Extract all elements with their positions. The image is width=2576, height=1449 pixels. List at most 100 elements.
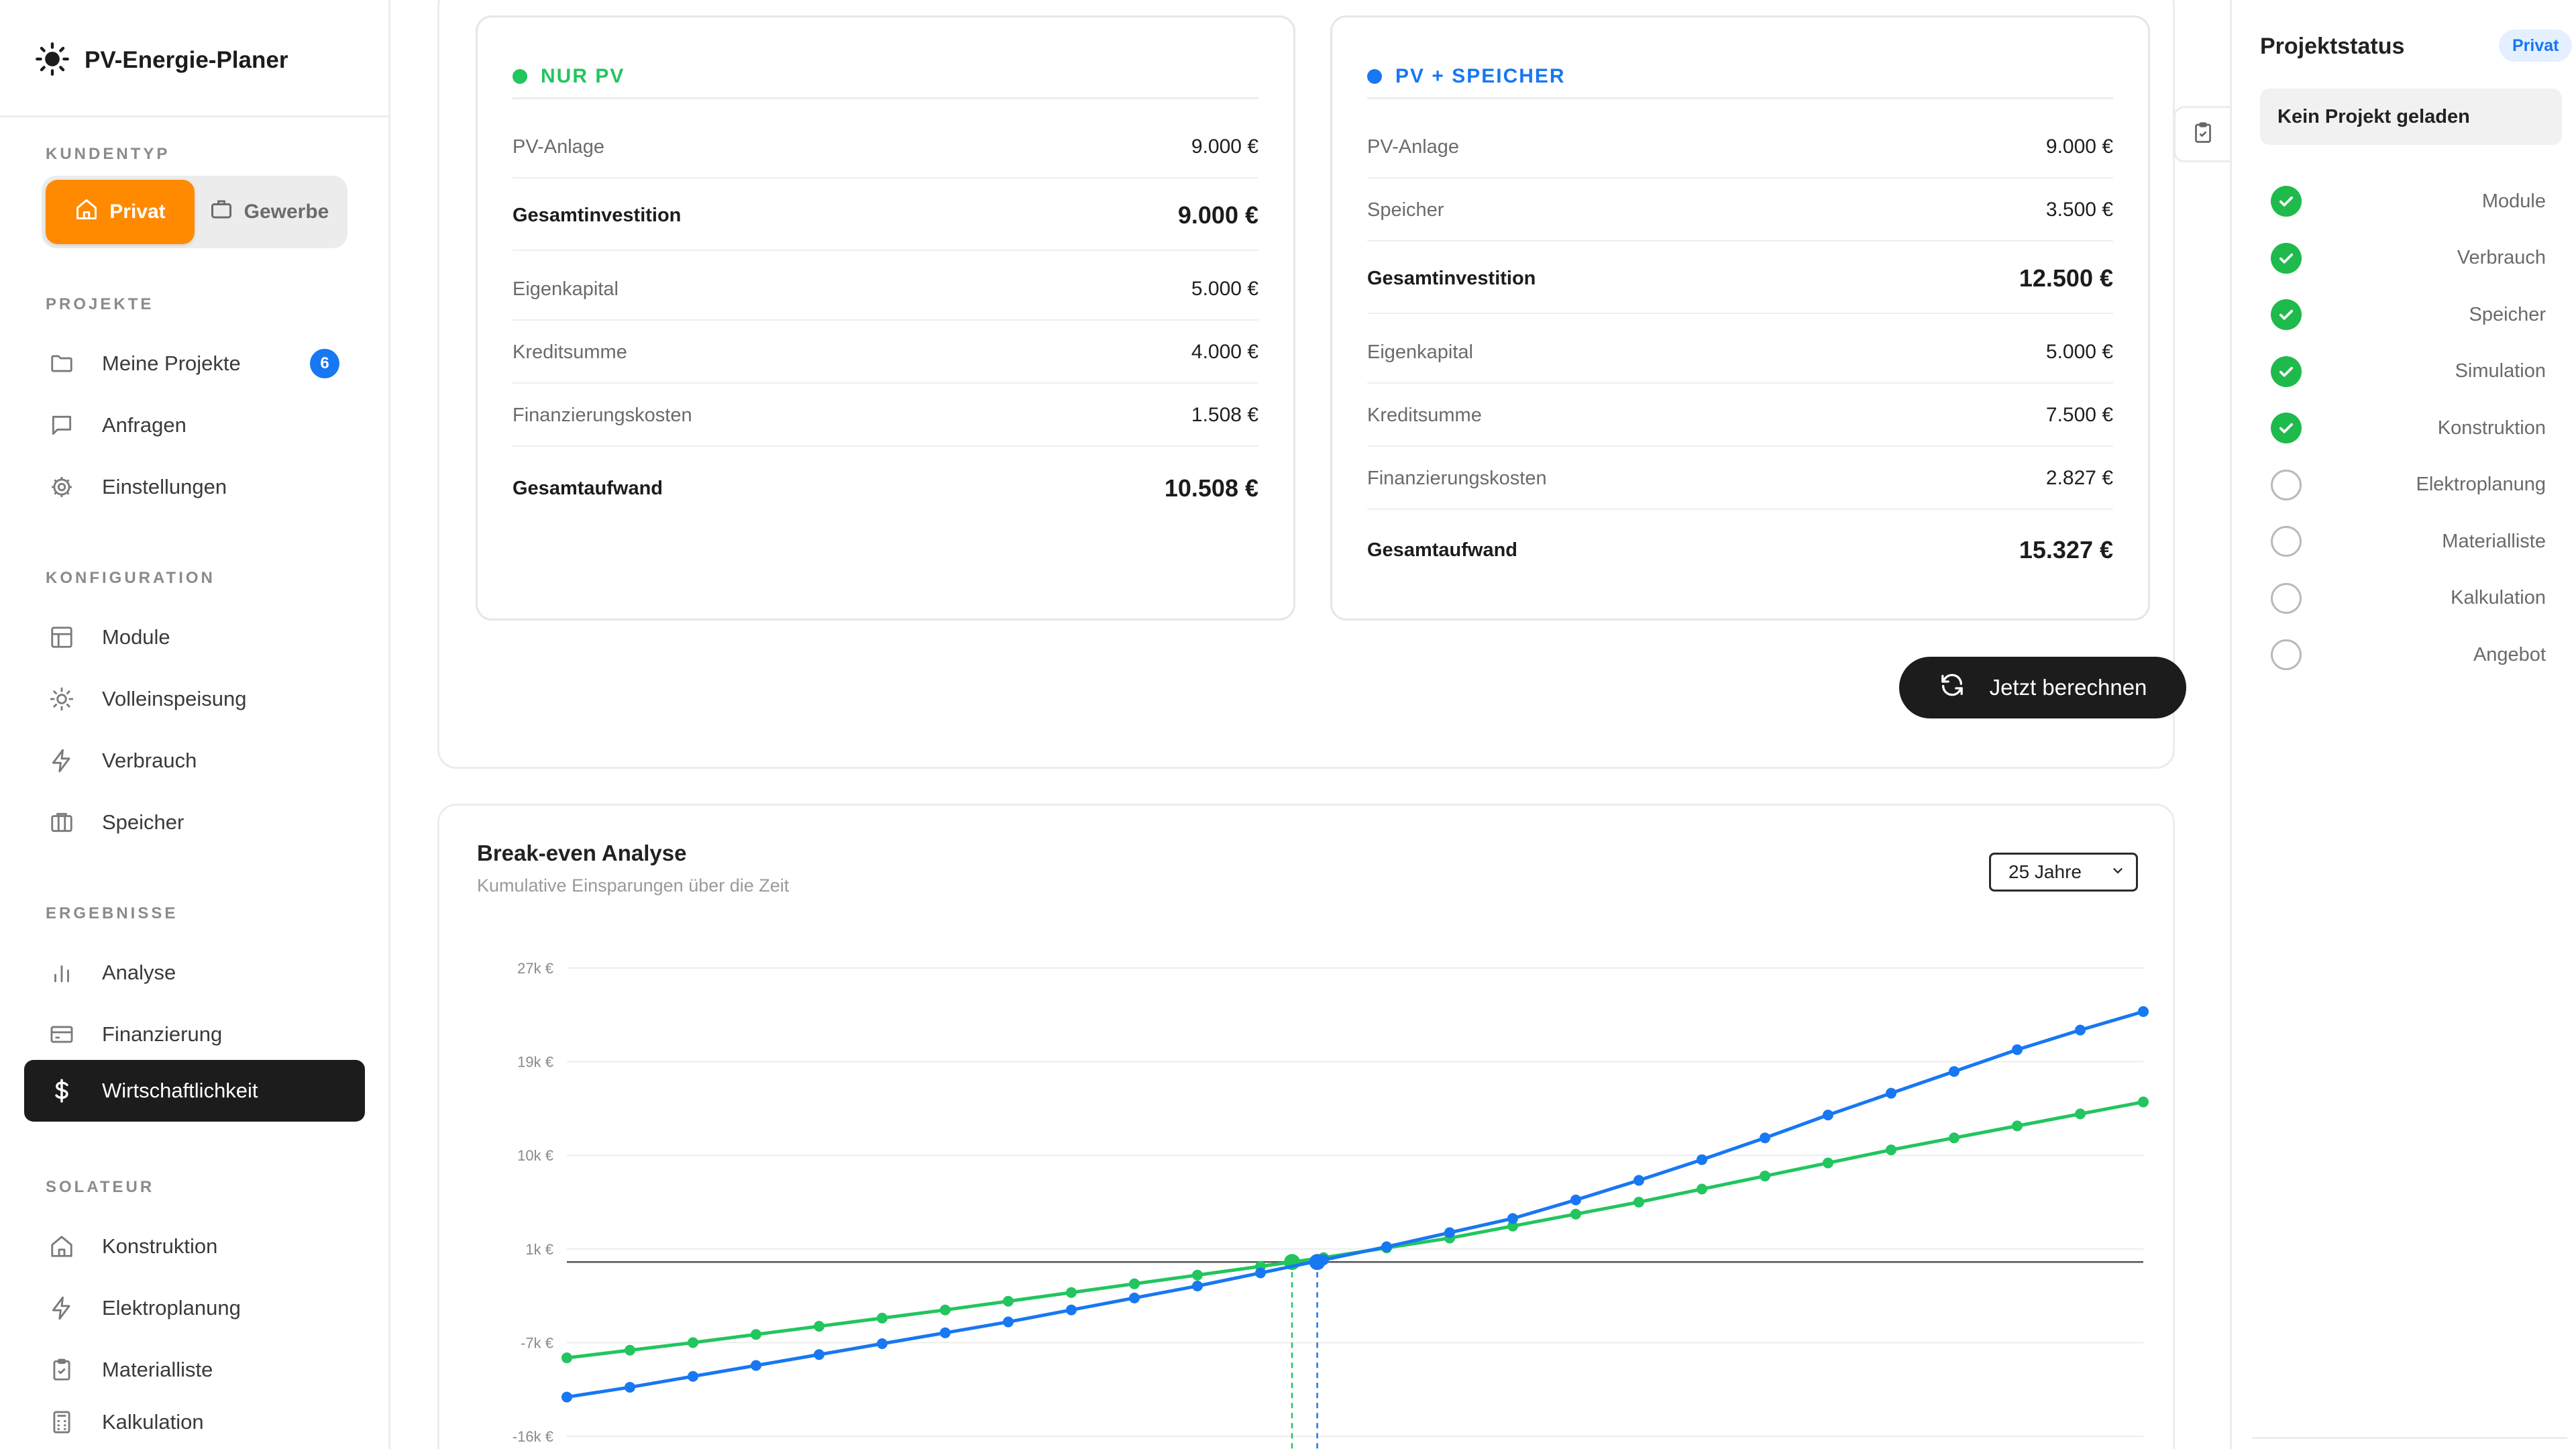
cost-label: Kreditsumme	[1367, 404, 1482, 426]
sidebar-item-verbrauch[interactable]: Verbrauch	[24, 730, 365, 792]
series-point-0	[688, 1337, 698, 1348]
blue-dot-icon	[1367, 68, 1382, 84]
sidebar-item-label: Analyse	[102, 961, 176, 984]
sidebar-item-speicher[interactable]: Speicher	[24, 792, 365, 853]
bar-chart-icon	[48, 959, 75, 986]
series-point-0	[940, 1304, 951, 1316]
series-point-1	[1444, 1227, 1455, 1238]
kundentyp-toggle: Privat Gewerbe	[42, 176, 347, 248]
cost-value: 15.327 €	[2019, 536, 2113, 564]
cost-value: 1.508 €	[1191, 404, 1258, 426]
status-step: Module	[2271, 181, 2546, 221]
cost-card-nur-pv: NUR PV PV-Anlage 9.000 € Gesamtinvestiti…	[476, 15, 1295, 621]
status-step-label: Materialliste	[2442, 530, 2546, 552]
projects-count-badge: 6	[310, 349, 339, 378]
series-point-0	[877, 1312, 888, 1324]
sidebar-item-meine-projekte[interactable]: Meine Projekte 6	[24, 333, 365, 394]
current-project: Kein Projekt geladen	[2260, 89, 2562, 145]
series-point-0	[1886, 1144, 1896, 1156]
bolt-icon	[48, 747, 75, 774]
cost-row: Gesamtinvestition 12.500 €	[1367, 244, 2113, 314]
series-point-1	[877, 1338, 888, 1350]
cost-row: Finanzierungskosten 2.827 €	[1367, 448, 2113, 510]
period-select[interactable]: 25 Jahre	[1989, 853, 2138, 892]
cost-value: 12.500 €	[2019, 264, 2113, 292]
cost-row: Speicher 3.500 €	[1367, 180, 2113, 241]
cost-label: PV-Anlage	[513, 136, 605, 158]
y-tick-label: -16k €	[513, 1428, 553, 1445]
series-point-0	[1192, 1269, 1203, 1281]
main-content: NUR PV PV-Anlage 9.000 € Gesamtinvestiti…	[390, 0, 2230, 1449]
status-step: Simulation	[2271, 352, 2546, 392]
sidebar-item-einstellungen[interactable]: Einstellungen	[24, 456, 365, 518]
series-point-1	[1760, 1132, 1770, 1144]
y-tick-label: -7k €	[521, 1334, 553, 1351]
series-point-1	[1129, 1292, 1140, 1303]
series-point-1	[2075, 1024, 2086, 1036]
sidebar-item-anfragen[interactable]: Anfragen	[24, 394, 365, 456]
sidebar-item-label: Materialliste	[102, 1358, 213, 1381]
sidebar-item-module[interactable]: Module	[24, 606, 365, 668]
refresh-icon	[1939, 672, 1966, 704]
series-point-0	[2138, 1096, 2149, 1108]
status-step-label: Konstruktion	[2437, 417, 2546, 439]
sidebar-item-konstruktion[interactable]: Konstruktion	[24, 1216, 365, 1277]
status-step: Konstruktion	[2271, 408, 2546, 448]
sidebar-item-wirtschaftlichkeit[interactable]: Wirtschaftlichkeit	[24, 1060, 365, 1122]
cost-row: Gesamtinvestition 9.000 €	[513, 181, 1258, 251]
check-circle-icon	[2271, 186, 2302, 217]
sidebar-item-label: Meine Projekte	[102, 352, 241, 375]
section-solateur: SOLATEUR	[46, 1178, 155, 1196]
cost-value: 7.500 €	[2045, 404, 2113, 426]
cost-card-pv-speicher: PV + SPEICHER PV-Anlage 9.000 € Speicher…	[1330, 15, 2150, 621]
series-point-1	[940, 1327, 951, 1338]
kundentyp-privat-button[interactable]: Privat	[46, 180, 195, 244]
sidebar: PV-Energie-Planer KUNDENTYP Privat Gewer…	[0, 0, 390, 1449]
cost-label: Kreditsumme	[513, 341, 627, 363]
kundentyp-label: KUNDENTYP	[46, 145, 170, 163]
sidebar-item-analyse[interactable]: Analyse	[24, 942, 365, 1004]
sidebar-item-label: Finanzierung	[102, 1022, 223, 1046]
check-circle-icon	[2271, 413, 2302, 443]
section-ergebnisse: ERGEBNISSE	[46, 904, 178, 922]
chart-title: Break-even Analyse	[477, 841, 687, 865]
sidebar-item-volleinspeisung[interactable]: Volleinspeisung	[24, 668, 365, 730]
sun-icon	[48, 686, 75, 712]
status-step-label: Verbrauch	[2457, 247, 2546, 268]
sidebar-item-materialliste[interactable]: Materialliste	[24, 1339, 365, 1401]
check-circle-icon	[2271, 242, 2302, 274]
y-tick-label: 1k €	[525, 1241, 553, 1258]
status-step: Materialliste	[2271, 521, 2546, 561]
period-select-value: 25 Jahre	[2008, 861, 2082, 882]
home-icon	[74, 197, 99, 227]
kundentyp-privat-label: Privat	[109, 201, 166, 223]
series-point-1	[625, 1381, 635, 1393]
cost-row: Eigenkapital 5.000 €	[513, 259, 1258, 321]
series-point-1	[1823, 1110, 1833, 1121]
sun-logo-icon	[35, 42, 70, 80]
series-point-1	[561, 1391, 572, 1403]
check-circle-icon	[2271, 299, 2302, 330]
cost-card-header: NUR PV	[513, 59, 1258, 99]
cost-value: 9.000 €	[1177, 201, 1258, 229]
series-point-1	[1003, 1316, 1014, 1328]
calculate-button[interactable]: Jetzt berechnen	[1899, 657, 2186, 718]
brand[interactable]: PV-Energie-Planer	[35, 40, 288, 80]
series-point-1	[1570, 1194, 1581, 1205]
cost-value: 9.000 €	[2045, 136, 2113, 158]
series-point-0	[1570, 1208, 1581, 1220]
sidebar-item-elektroplanung[interactable]: Elektroplanung	[24, 1277, 365, 1339]
series-point-0	[1697, 1183, 1707, 1195]
chevron-down-icon	[2110, 861, 2125, 883]
calculator-icon	[48, 1409, 75, 1436]
cost-label: Gesamtinvestition	[513, 204, 682, 226]
cost-row: Kreditsumme 7.500 €	[1367, 385, 2113, 447]
panel-toggle-button[interactable]	[2174, 106, 2230, 162]
kundentyp-gewerbe-button[interactable]: Gewerbe	[195, 180, 343, 244]
sidebar-item-kalkulation[interactable]: Kalkulation	[24, 1395, 365, 1449]
sidebar-item-finanzierung[interactable]: Finanzierung	[24, 1004, 365, 1065]
series-point-1	[1507, 1213, 1518, 1224]
cost-label: Finanzierungskosten	[513, 404, 692, 426]
cost-value: 9.000 €	[1191, 136, 1258, 158]
section-konfiguration: KONFIGURATION	[46, 569, 215, 587]
